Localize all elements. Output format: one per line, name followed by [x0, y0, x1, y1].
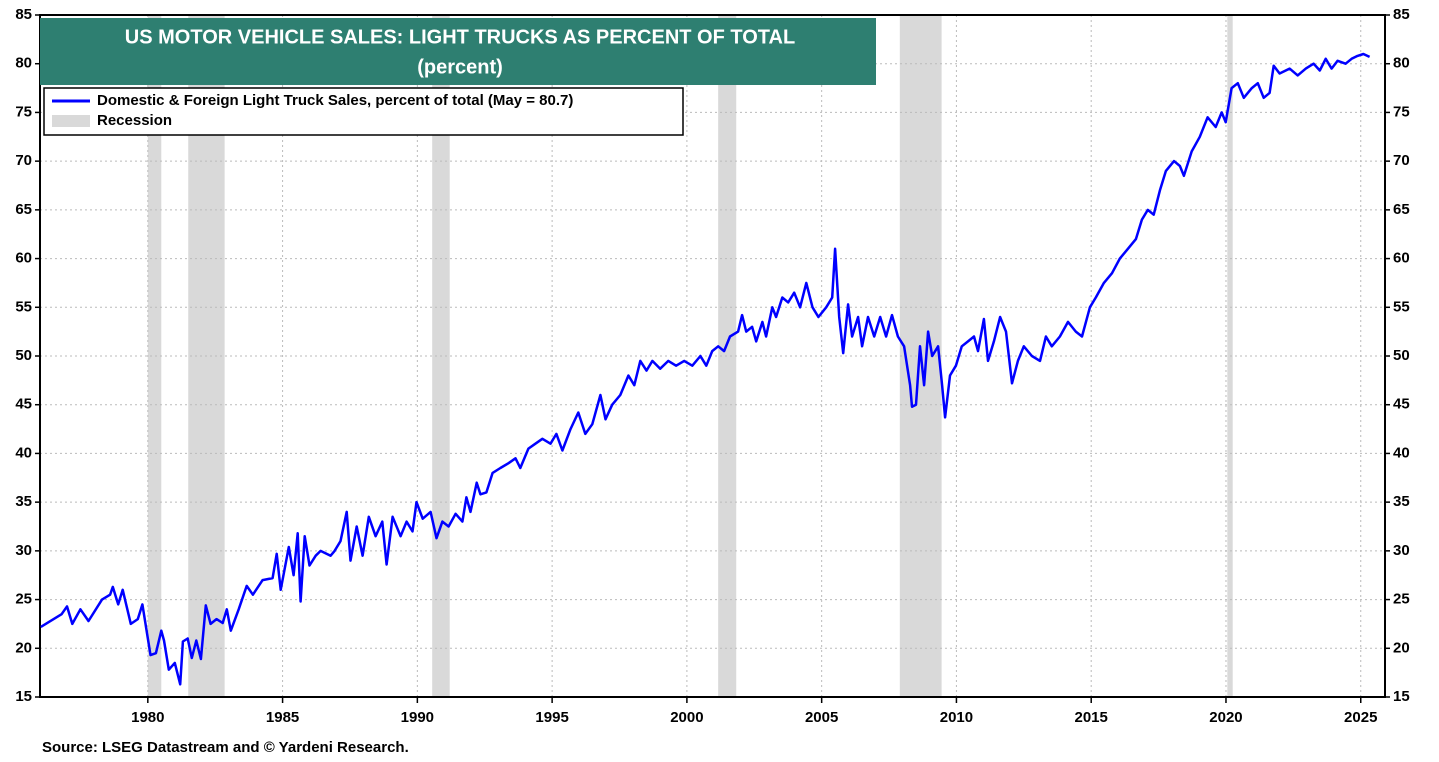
series-line [40, 52, 1371, 686]
chart-subtitle: (percent) [417, 56, 503, 78]
x-tick-label: 2005 [805, 709, 838, 726]
y2-tick-label: 45 [1393, 396, 1410, 413]
x-tick-label: 2015 [1075, 709, 1108, 726]
y-tick-label: 35 [15, 493, 32, 510]
y2-tick-label: 25 [1393, 591, 1410, 608]
y2-tick-label: 35 [1393, 493, 1410, 510]
y2-tick-label: 15 [1393, 688, 1410, 705]
y-tick-label: 40 [15, 444, 32, 461]
y2-tick-label: 55 [1393, 298, 1410, 315]
y2-tick-label: 65 [1393, 201, 1410, 218]
recession-band [718, 15, 737, 697]
x-tick-label: 2020 [1209, 709, 1242, 726]
y2-tick-label: 70 [1393, 152, 1410, 169]
x-tick-label: 1980 [131, 709, 164, 726]
plot-frame [39, 14, 1386, 698]
y-tick-label: 85 [15, 6, 32, 23]
y-tick-label: 75 [15, 103, 32, 120]
x-tick-label: 1990 [401, 709, 434, 726]
y2-tick-label: 20 [1393, 639, 1410, 656]
y-tick-label: 15 [15, 688, 32, 705]
legend-box [43, 87, 684, 136]
y-tick-label: 55 [15, 298, 32, 315]
y2-tick-label: 60 [1393, 250, 1410, 267]
y-tick-label: 50 [15, 347, 32, 364]
legend-swatch [52, 115, 90, 127]
x-tick-label: 2000 [670, 709, 703, 726]
y-tick-label: 20 [15, 639, 32, 656]
y-tick-label: 25 [15, 591, 32, 608]
title-box [40, 18, 876, 85]
x-tick-label: 1995 [535, 709, 568, 726]
y-tick-label: 30 [15, 542, 32, 559]
recession-band [147, 15, 162, 697]
y-tick-label: 80 [15, 55, 32, 72]
y2-tick-label: 80 [1393, 55, 1410, 72]
y-tick-label: 65 [15, 201, 32, 218]
y2-tick-label: 30 [1393, 542, 1410, 559]
chart-title: US MOTOR VEHICLE SALES: LIGHT TRUCKS AS … [125, 26, 795, 48]
y2-tick-label: 85 [1393, 6, 1410, 23]
y2-tick-label: 50 [1393, 347, 1410, 364]
source: Source: LSEG Datastream and © Yardeni Re… [42, 739, 409, 756]
x-tick-label: 2010 [940, 709, 973, 726]
y2-tick-label: 40 [1393, 444, 1410, 461]
x-tick-label: 1985 [266, 709, 299, 726]
y2-tick-label: 75 [1393, 103, 1410, 120]
y-tick-label: 70 [15, 152, 32, 169]
y-tick-label: 60 [15, 250, 32, 267]
y-tick-label: 45 [15, 396, 32, 413]
x-tick-label: 2025 [1344, 709, 1377, 726]
legend-label: Domestic & Foreign Light Truck Sales, pe… [97, 92, 573, 109]
legend-label: Recession [97, 112, 172, 129]
